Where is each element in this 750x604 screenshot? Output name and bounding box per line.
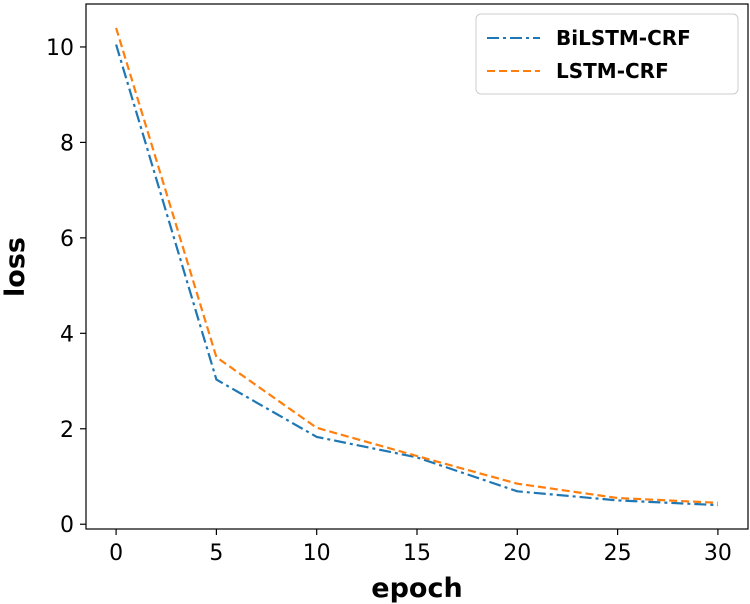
y-tick-label: 0	[60, 513, 74, 538]
y-tick-label: 10	[46, 36, 74, 61]
x-tick-label: 30	[704, 541, 732, 566]
x-tick-label: 15	[403, 541, 431, 566]
x-tick-label: 20	[503, 541, 531, 566]
y-tick-label: 8	[60, 131, 74, 156]
x-axis-ticks: 0 5 10 15 20 25 30	[109, 529, 732, 566]
series-line-bilstm-crf	[115, 44, 718, 507]
x-tick-label: 10	[303, 541, 331, 566]
y-axis-label: loss	[0, 237, 31, 297]
x-tick-label: 25	[604, 541, 632, 566]
x-tick-label: 5	[209, 541, 223, 566]
x-tick-label: 0	[109, 541, 123, 566]
y-tick-label: 4	[60, 322, 74, 347]
x-axis-label: epoch	[371, 573, 462, 604]
y-tick-label: 6	[60, 227, 74, 252]
legend-box	[475, 13, 739, 95]
legend-label-bilstm-crf: BiLSTM-CRF	[556, 26, 691, 50]
y-axis-ticks: 0 2 4 6 8 10	[46, 36, 86, 538]
legend-label-lstm-crf: LSTM-CRF	[556, 59, 669, 83]
y-tick-label: 2	[60, 418, 74, 443]
series-layer	[115, 27, 718, 507]
series-line-lstm-crf	[115, 27, 718, 504]
legend: BiLSTM-CRF LSTM-CRF	[475, 13, 739, 95]
